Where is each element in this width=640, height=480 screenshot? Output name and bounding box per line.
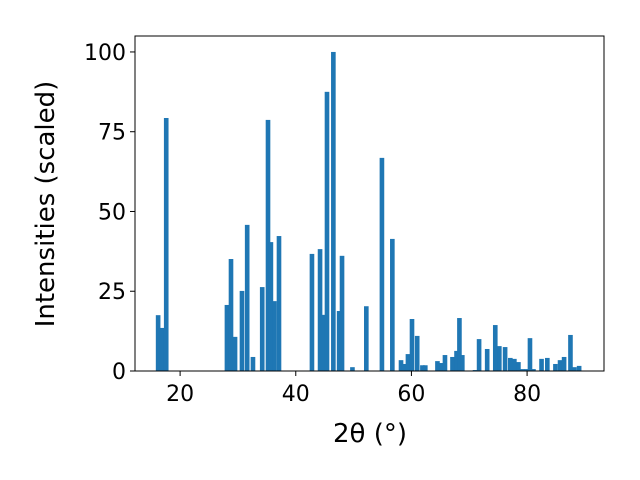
bar — [379, 157, 385, 371]
bar — [224, 304, 230, 371]
bar — [502, 347, 508, 371]
bar — [476, 339, 482, 371]
bar — [272, 301, 277, 371]
bar — [414, 335, 420, 371]
bar — [454, 350, 459, 371]
bar — [457, 318, 462, 371]
bar — [405, 354, 411, 371]
bar — [163, 117, 169, 371]
bar — [497, 346, 502, 371]
bar — [508, 357, 513, 371]
bar — [492, 325, 498, 371]
bar — [576, 365, 582, 371]
bar — [435, 361, 440, 371]
bar — [460, 355, 465, 371]
bar — [321, 314, 327, 371]
bar — [572, 367, 577, 371]
bar — [527, 338, 533, 371]
bar — [484, 348, 490, 371]
x-axis-label: 2θ (°) — [333, 419, 407, 449]
bar — [398, 360, 404, 371]
bar — [531, 369, 536, 371]
bar — [259, 287, 265, 371]
bar — [250, 356, 256, 371]
x-tick-label: 40 — [282, 382, 310, 407]
bar — [442, 355, 448, 371]
y-tick-label: 50 — [98, 200, 126, 225]
bar — [545, 357, 550, 371]
bar — [339, 255, 345, 371]
x-tick-label: 60 — [397, 382, 425, 407]
bar — [232, 336, 238, 371]
bar — [336, 311, 342, 371]
bar — [159, 327, 165, 371]
bar — [239, 290, 245, 371]
bar — [401, 363, 407, 371]
bar — [539, 358, 544, 371]
bar — [364, 306, 369, 371]
y-tick-label: 75 — [98, 121, 126, 146]
y-tick-label: 0 — [112, 360, 126, 385]
y-axis-label: Intensities (scaled) — [31, 81, 61, 328]
bar — [268, 242, 274, 371]
bar — [331, 51, 336, 371]
bar — [553, 363, 558, 371]
bar — [439, 363, 444, 371]
bar — [350, 367, 355, 371]
bar — [561, 356, 567, 371]
bar — [409, 318, 415, 371]
bar — [309, 253, 315, 371]
bar — [228, 259, 234, 371]
bar — [244, 224, 250, 371]
bar — [390, 238, 395, 371]
bar — [524, 369, 529, 371]
bar — [557, 360, 563, 371]
bar — [265, 119, 271, 372]
bar — [512, 358, 517, 371]
bar — [420, 365, 425, 371]
bar — [422, 365, 428, 371]
y-tick-label: 25 — [98, 280, 126, 305]
x-tick-label: 80 — [513, 382, 541, 407]
plot-frame — [134, 35, 605, 372]
bar — [568, 334, 573, 371]
bar — [520, 369, 525, 371]
bar — [324, 91, 330, 371]
bar — [155, 315, 161, 371]
x-tick-label: 20 — [166, 382, 194, 407]
bar — [276, 236, 282, 371]
bar — [317, 249, 323, 371]
y-tick-label: 100 — [84, 41, 126, 66]
bar — [516, 362, 521, 371]
bar — [450, 356, 455, 371]
